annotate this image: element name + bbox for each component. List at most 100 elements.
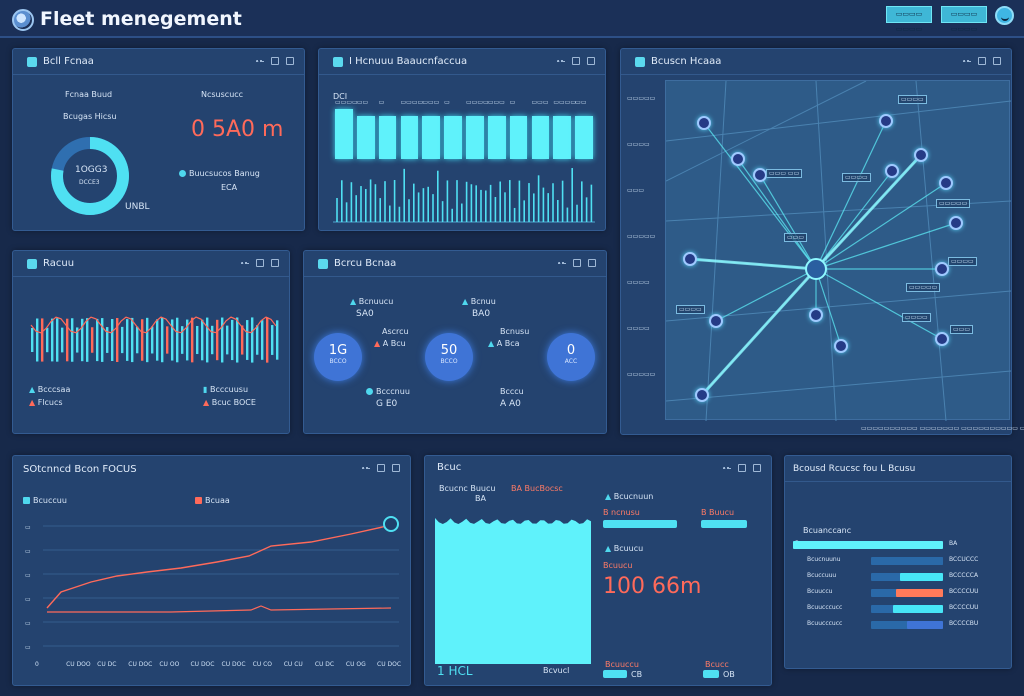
- more-icon[interactable]: [723, 467, 731, 471]
- bar-label: ▭▭▭: [487, 99, 505, 106]
- spike: [251, 317, 254, 363]
- hbar-row-value: BCCCCUU: [949, 604, 979, 611]
- more-icon[interactable]: [963, 60, 971, 64]
- area-panel: Bcuc Bcucnc Buucu BA BA BucBocsc 1 HCL B…: [424, 455, 772, 686]
- more-icon[interactable]: [241, 262, 249, 266]
- street-line: [705, 81, 727, 421]
- map-label: ▭▭▭▭: [902, 313, 931, 322]
- bar-label: ▭▭▭: [531, 99, 549, 106]
- expand-icon[interactable]: [573, 259, 581, 267]
- map-side-label: ▭▭▭▭: [627, 141, 650, 148]
- fleet-ring-chart: [51, 137, 129, 215]
- hbar-fill: [793, 541, 943, 549]
- bar-top-label: DCI: [333, 92, 348, 101]
- vehicle-marker-icon[interactable]: [914, 148, 928, 162]
- hbar-row-value: BCCUCCC: [949, 556, 979, 563]
- panel-title: Bcuscn Hcaaa: [651, 56, 722, 67]
- settings-icon[interactable]: [993, 57, 1001, 65]
- street-line: [666, 370, 1011, 402]
- line-legend-2: Bcuaa: [195, 496, 230, 505]
- ring-progress: [51, 137, 129, 215]
- settings-icon[interactable]: [392, 464, 400, 472]
- more-icon[interactable]: [362, 467, 370, 471]
- kpi-circle-3[interactable]: 0 ACC: [547, 333, 595, 381]
- expand-icon[interactable]: [572, 57, 580, 65]
- map-side-label: ▭▭▭: [627, 187, 645, 194]
- route-line: [715, 268, 817, 322]
- hbar-track: [793, 541, 943, 549]
- y-tick: ▭: [25, 596, 31, 603]
- map-label: ▭▭▭▭▭: [906, 283, 941, 292]
- kpi-circle-1[interactable]: 1G BCCO: [314, 333, 362, 381]
- y-tick: ▭: [25, 548, 31, 555]
- vehicle-marker-icon[interactable]: [939, 176, 953, 190]
- more-icon[interactable]: [557, 60, 565, 64]
- hbar-track: [871, 573, 943, 581]
- spike: [196, 325, 199, 355]
- vehicle-marker-icon[interactable]: [879, 114, 893, 128]
- vehicle-marker-icon[interactable]: [683, 252, 697, 266]
- expand-icon[interactable]: [256, 259, 264, 267]
- y-tick: ▭: [25, 524, 31, 531]
- highlight-route: [700, 267, 818, 397]
- vehicle-marker-icon[interactable]: [949, 216, 963, 230]
- spike: [86, 318, 89, 362]
- area-label-red: BA BucBocsc: [511, 484, 563, 493]
- header-button-1[interactable]: ▭▭▭▭ ▭▭▭▭: [886, 6, 932, 33]
- settings-icon[interactable]: [588, 259, 596, 267]
- route-line: [815, 170, 893, 270]
- fleet-map[interactable]: ▭▭▭▭ ▭▭▭ ▭▭ ▭▭▭▭ ▭▭▭▭▭ ▭▭▭▭ ▭▭▭ ▭▭▭▭▭ ▭▭▭▭ ▭▭▭▭ ▭…: [665, 80, 1011, 421]
- spike: [126, 319, 129, 361]
- spike: [46, 327, 49, 353]
- highlight-route: [689, 257, 817, 271]
- settings-icon[interactable]: [753, 464, 761, 472]
- vehicle-marker-icon[interactable]: [935, 262, 949, 276]
- vehicle-marker-icon[interactable]: [731, 152, 745, 166]
- area-fill: [435, 518, 591, 664]
- bar-label: ▭: [378, 99, 385, 106]
- spike: [131, 317, 134, 363]
- panel-icon: [635, 57, 645, 67]
- settings-icon[interactable]: [286, 57, 294, 65]
- vehicle-marker-icon[interactable]: [809, 308, 823, 322]
- spike: [256, 325, 259, 355]
- vehicle-marker-icon[interactable]: [695, 388, 709, 402]
- spike: [221, 317, 224, 363]
- hbar-row-label: Bcuucccucc: [807, 604, 843, 611]
- mixed-spike-chart: [30, 316, 279, 363]
- hbar-header-label: Bcuanccanc: [803, 526, 852, 535]
- map-label: ▭▭▭▭: [898, 95, 927, 104]
- settings-icon[interactable]: [271, 259, 279, 267]
- panel-title: Bcuc: [437, 462, 462, 473]
- spike: [151, 326, 154, 354]
- user-avatar-icon[interactable]: [995, 6, 1014, 25]
- area-r1-label: ▲ Bcucnuun: [605, 492, 654, 501]
- more-icon[interactable]: [558, 262, 566, 266]
- more-icon[interactable]: [256, 60, 264, 64]
- hbar-row-label: Bcuuccu: [807, 588, 833, 595]
- panel-icon: [27, 259, 37, 269]
- expand-icon[interactable]: [377, 464, 385, 472]
- expand-icon[interactable]: [738, 464, 746, 472]
- spike: [261, 320, 264, 360]
- x-tick: CU DOC: [190, 661, 214, 668]
- vehicle-marker-icon[interactable]: [697, 116, 711, 130]
- spike: [166, 326, 169, 354]
- vehicle-marker-icon[interactable]: [709, 314, 723, 328]
- hbar-row-value: BCCCCBU: [949, 620, 979, 627]
- settings-icon[interactable]: [587, 57, 595, 65]
- expand-icon[interactable]: [978, 57, 986, 65]
- bar-label: ▭▭: [575, 99, 587, 106]
- header-button-2[interactable]: ▭▭▭▭ ▭▭▭▭: [941, 6, 987, 33]
- vehicle-marker-icon[interactable]: [885, 164, 899, 178]
- vehicle-marker-icon[interactable]: [935, 332, 949, 346]
- vehicle-marker-icon[interactable]: [834, 339, 848, 353]
- series-line-1: [46, 525, 388, 609]
- area-big-value: 100 66m: [603, 574, 702, 599]
- area-r2-red: Bcuucu: [603, 561, 633, 570]
- expand-icon[interactable]: [271, 57, 279, 65]
- spike: [206, 317, 209, 363]
- vehicle-marker-icon[interactable]: [753, 168, 767, 182]
- kpi-circle-2[interactable]: 50 BCCO: [425, 333, 473, 381]
- kpi-mid1-value: ▲ A Bcu: [374, 339, 406, 348]
